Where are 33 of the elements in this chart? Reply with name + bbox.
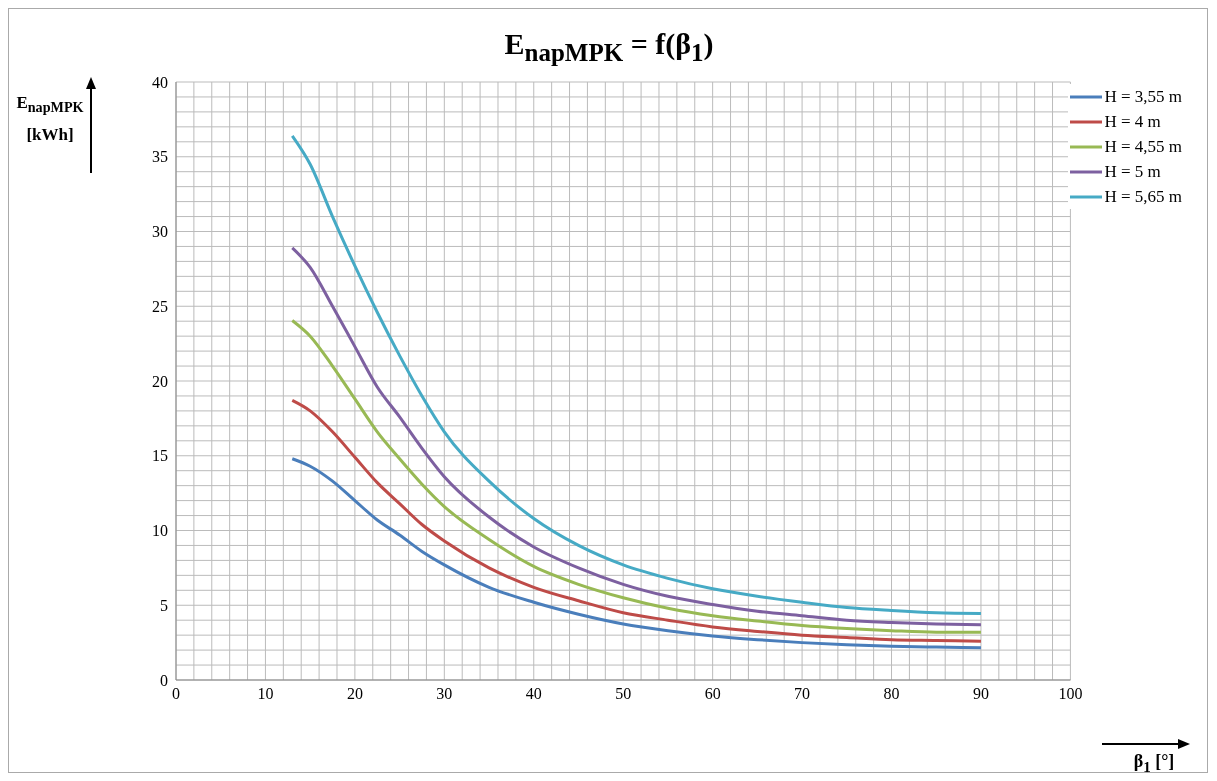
y-tick-label: 0 (160, 671, 168, 689)
y-tick-label: 25 (152, 297, 168, 315)
legend-label: H = 5 m (1104, 161, 1161, 182)
x-tick-label: 100 (1058, 685, 1083, 703)
y-tick-label: 20 (152, 372, 168, 390)
x-axis-title: β$_{1}$ [°] (1132, 751, 1176, 776)
x-tick-label: 10 (257, 685, 274, 703)
y-tick-label: 35 (152, 148, 168, 166)
line-series (290, 398, 983, 643)
y-tick-label: 10 (152, 522, 168, 540)
legend-label: H = 5,65 m (1104, 186, 1182, 207)
line-series (290, 134, 983, 615)
x-tick-label: 30 (436, 685, 453, 703)
line-series (290, 318, 983, 634)
y-axis-title: E$_{napMPK}$ [kWh] (15, 92, 85, 147)
x-tick-label: 20 (346, 685, 363, 703)
y-tick-label: 15 (152, 447, 168, 465)
y-tick-label: 30 (152, 223, 168, 241)
x-tick-label: 80 (883, 685, 900, 703)
x-tick-label: 70 (794, 685, 811, 703)
x-tick-label: 50 (615, 685, 632, 703)
line-series (290, 246, 983, 627)
x-tick-label: 60 (704, 685, 721, 703)
x-tick-label: 90 (972, 685, 989, 703)
y-tick-label: 5 (160, 596, 168, 614)
legend-label: H = 3,55 m (1104, 86, 1182, 107)
x-tick-label: 0 (172, 685, 180, 703)
x-tick-label: 40 (525, 685, 542, 703)
legend-label: H = 4 m (1104, 111, 1161, 132)
legend-label: H = 4,55 m (1104, 136, 1182, 157)
y-tick-label: 40 (152, 73, 168, 91)
line-series (290, 457, 983, 650)
chart-title: E$_{napMPK}$ = f(β$_{1}$) (503, 27, 715, 67)
